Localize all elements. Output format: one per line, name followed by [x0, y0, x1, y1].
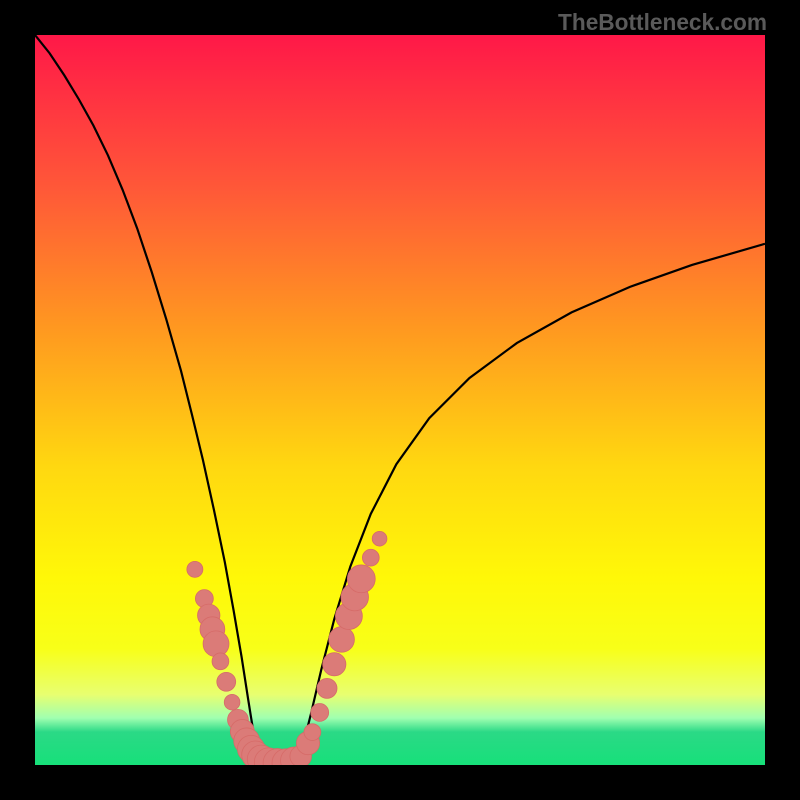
data-marker	[212, 653, 229, 670]
data-marker	[187, 561, 203, 577]
data-marker	[323, 653, 346, 676]
data-marker	[311, 703, 329, 721]
data-markers	[187, 531, 387, 765]
curve-right-branch	[296, 244, 765, 765]
data-marker	[372, 531, 387, 546]
data-marker	[217, 672, 236, 691]
data-marker	[203, 631, 229, 657]
chart-svg	[35, 35, 765, 765]
data-marker	[347, 565, 375, 593]
data-marker	[224, 694, 240, 710]
data-marker	[317, 678, 337, 698]
watermark-text: TheBottleneck.com	[558, 9, 767, 36]
data-marker	[362, 549, 379, 566]
curve-left-branch	[35, 35, 263, 765]
data-marker	[304, 724, 321, 741]
plot-area	[35, 35, 765, 765]
data-marker	[329, 627, 355, 653]
